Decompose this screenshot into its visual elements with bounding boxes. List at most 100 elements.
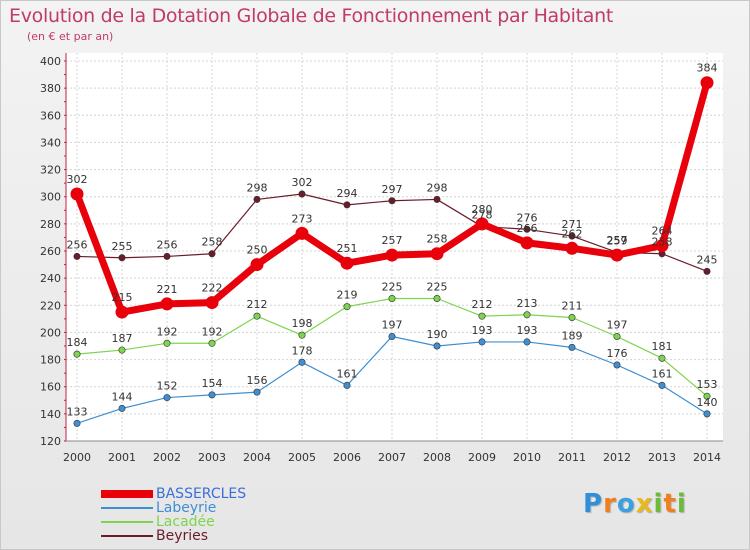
data-point [163,339,171,347]
data-point [115,305,129,319]
logo-letter: o [616,489,636,519]
y-tick-label: 340 [40,136,61,149]
data-label: 276 [517,211,538,224]
data-label: 219 [337,289,358,302]
data-label: 144 [112,390,133,403]
x-tick-label: 2013 [648,451,676,464]
y-tick-label: 320 [40,164,61,177]
x-tick-label: 2002 [153,451,181,464]
data-label: 212 [472,298,493,311]
data-point [295,226,309,240]
data-point [163,394,171,402]
data-point [703,392,711,400]
data-point [298,331,306,339]
data-label: 213 [517,297,538,310]
data-label: 187 [112,332,133,345]
data-label: 258 [652,236,673,249]
data-label: 258 [427,233,448,246]
chart-title: Evolution de la Dotation Globale de Fonc… [9,5,614,27]
data-point [475,217,489,231]
logo-letter: t [663,489,677,519]
data-label: 271 [562,218,583,231]
legend-item: Beyries [101,528,301,544]
y-tick-label: 180 [40,354,61,367]
series-lacadée [73,294,711,400]
legend-swatch [101,535,153,537]
x-tick-label: 2003 [198,451,226,464]
data-label: 250 [247,244,268,257]
x-tick-label: 2001 [108,451,136,464]
data-label: 161 [652,367,673,380]
data-point [430,247,444,261]
x-tick-label: 2005 [288,451,316,464]
data-label: 154 [202,377,223,390]
data-label: 198 [292,317,313,330]
data-label: 192 [202,325,223,338]
data-point [568,313,576,321]
legend-swatch [101,490,153,498]
data-point [703,267,711,275]
data-point [208,339,216,347]
data-label: 257 [382,234,403,247]
x-tick-label: 2014 [693,451,721,464]
data-label: 298 [247,181,268,194]
data-label: 215 [112,291,133,304]
data-point [73,350,81,358]
proxiti-logo: Proxiti [583,489,687,519]
data-point [208,250,216,258]
data-point [253,195,261,203]
data-label: 384 [697,62,718,75]
data-point [343,303,351,311]
data-label: 259 [607,234,628,247]
data-label: 225 [382,281,403,294]
data-label: 294 [337,187,358,200]
data-point [523,338,531,346]
data-label: 297 [382,183,403,196]
logo-letter: x [635,489,654,519]
x-tick-label: 2011 [558,451,586,464]
data-point [478,312,486,320]
x-tick-label: 2010 [513,451,541,464]
data-label: 156 [247,374,268,387]
data-point [385,248,399,262]
data-label: 264 [652,225,673,238]
data-point [208,391,216,399]
data-point [298,190,306,198]
data-label: 184 [67,336,88,349]
data-point [523,225,531,233]
legend-item: Labeyrie [101,500,301,516]
legend-swatch [101,521,153,523]
data-point [340,256,354,270]
data-point [613,361,621,369]
data-point [388,294,396,302]
data-point [118,346,126,354]
y-tick-label: 120 [40,435,61,448]
data-label: 258 [202,236,223,249]
x-tick-label: 2008 [423,451,451,464]
data-point [655,239,669,253]
data-point [118,404,126,412]
y-tick-label: 220 [40,299,61,312]
y-tick-label: 160 [40,381,61,394]
data-label: 176 [607,347,628,360]
y-tick-label: 140 [40,408,61,421]
data-point [253,388,261,396]
plot-area [66,53,723,441]
legend-item: Lacadée [101,514,301,530]
y-tick-label: 380 [40,82,61,95]
data-label: 190 [427,328,448,341]
data-label: 222 [202,282,223,295]
data-point [343,381,351,389]
legend-label: BASSERCLES [156,486,247,502]
data-point [658,354,666,362]
data-label: 256 [157,238,178,251]
data-point [478,338,486,346]
data-label: 256 [67,238,88,251]
data-point [613,332,621,340]
data-label: 197 [607,319,628,332]
data-point [703,410,711,418]
data-label: 140 [697,396,718,409]
